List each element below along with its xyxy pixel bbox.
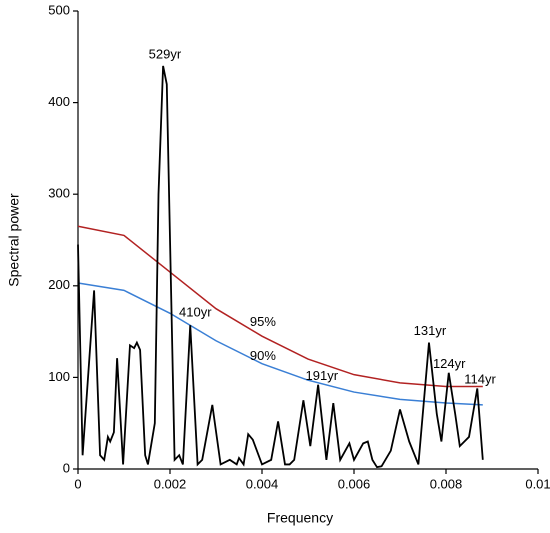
annotation: 90% (250, 348, 276, 363)
x-tick-label: 0.006 (338, 476, 371, 491)
x-tick-label: 0 (74, 476, 81, 491)
x-tick-label: 0.004 (246, 476, 279, 491)
annotation: 529yr (149, 46, 182, 61)
y-axis-label: Spectral power (6, 193, 22, 287)
annotation: 114yr (464, 372, 496, 387)
annotation: 191yr (306, 368, 339, 383)
y-tick-label: 200 (48, 277, 70, 292)
annotation: 124yr (433, 356, 466, 371)
series-line (77, 282, 483, 406)
annotation: 95% (250, 314, 276, 329)
y-tick-label: 500 (48, 2, 70, 17)
y-tick-label: 100 (48, 369, 70, 384)
x-axis-label: Frequency (267, 510, 333, 526)
y-tick-label: 0 (63, 460, 70, 475)
annotation: 131yr (414, 323, 447, 338)
x-tick-label: 0.008 (430, 476, 463, 491)
series-line (77, 65, 484, 469)
x-tick-label: 0.002 (154, 476, 187, 491)
series-line (77, 225, 483, 388)
y-tick-label: 300 (48, 186, 70, 201)
annotation: 410yr (179, 305, 212, 320)
x-tick-label: 0.01 (525, 476, 550, 491)
y-tick-label: 400 (48, 94, 70, 109)
